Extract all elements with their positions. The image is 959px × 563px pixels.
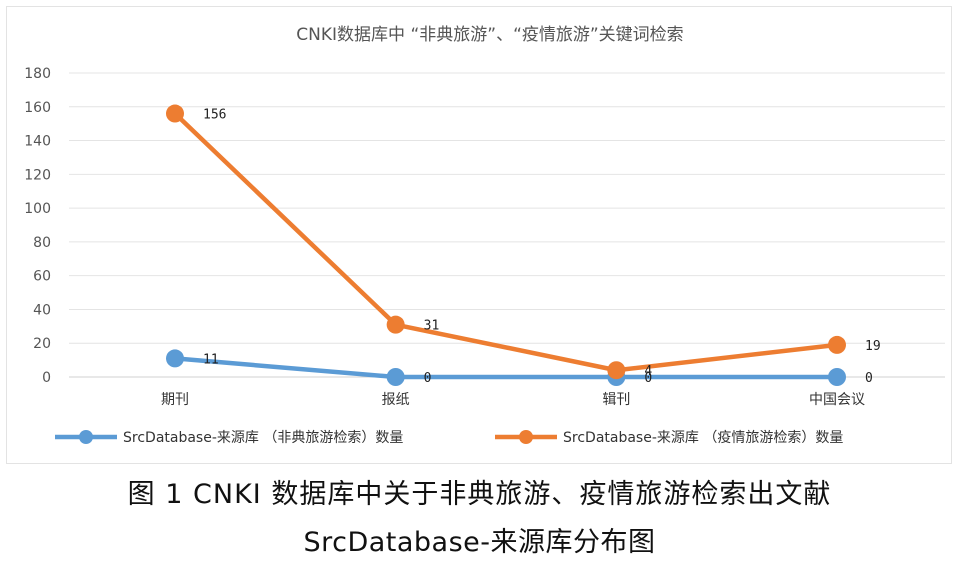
- data-label: 4: [644, 364, 652, 379]
- legend-label-2: SrcDatabase-来源库 （疫情旅游检索）数量: [563, 429, 843, 446]
- series-2-point: [607, 361, 626, 380]
- y-tick-label: 20: [33, 336, 51, 352]
- series-2-point: [828, 335, 846, 354]
- x-tick-label: 辑刊: [602, 392, 630, 408]
- line-chart: CNKI数据库中 “非典旅游”、“疫情旅游”关键词检索 020406080100…: [24, 25, 945, 446]
- y-tick-label: 80: [33, 235, 51, 251]
- series-1-point: [828, 368, 846, 386]
- figure-caption-line-1: 图 1 CNKI 数据库中关于非典旅游、疫情旅游检索出文献: [127, 479, 832, 510]
- data-label: 0: [644, 371, 652, 386]
- legend-label-1: SrcDatabase-来源库 （非典旅游检索）数量: [123, 429, 403, 446]
- legend-swatch-marker-2: [519, 430, 533, 444]
- series-1-point: [386, 368, 405, 386]
- data-label: 156: [203, 108, 226, 123]
- y-tick-label: 0: [42, 370, 51, 386]
- chart-frame: CNKI数据库中 “非典旅游”、“疫情旅游”关键词检索 0 20 40 60 80 100…: [6, 6, 952, 464]
- y-tick-label: 180: [24, 66, 51, 82]
- data-label: 0: [424, 371, 432, 386]
- y-tick-label: 120: [24, 167, 51, 183]
- x-tick-label: 报纸: [382, 392, 410, 408]
- y-tick-label: 40: [33, 302, 51, 318]
- series-1-point: [166, 349, 184, 368]
- series-2-point: [386, 315, 405, 334]
- y-tick-label: 160: [24, 100, 51, 116]
- y-tick-label: 100: [24, 201, 51, 217]
- data-label: 11: [203, 352, 219, 367]
- y-tick-label: 60: [33, 269, 51, 285]
- series-line-1: [174, 356, 837, 380]
- y-tick-label: 140: [24, 134, 51, 150]
- series-2-point: [166, 104, 184, 123]
- x-tick-label: 中国会议: [809, 392, 865, 408]
- data-label: 31: [424, 319, 440, 334]
- chart-title: CNKI数据库中 “非典旅游”、“疫情旅游”关键词检索: [296, 25, 683, 45]
- data-label: 19: [865, 339, 881, 354]
- x-tick-label: 期刊: [161, 392, 189, 408]
- series-line-2: [173, 111, 838, 373]
- data-label: 0: [865, 371, 873, 386]
- legend-swatch-marker-1: [79, 430, 93, 444]
- figure-caption-line-2: SrcDatabase-来源库分布图: [303, 527, 656, 558]
